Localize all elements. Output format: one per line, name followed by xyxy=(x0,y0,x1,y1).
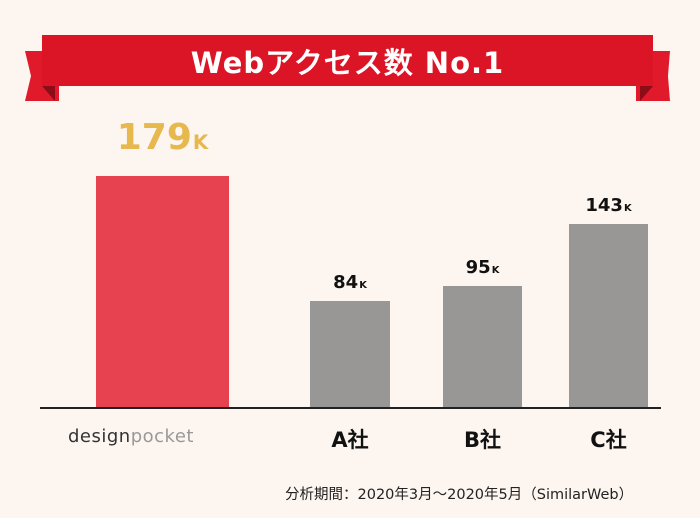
bar-b xyxy=(443,286,522,408)
category-label-a: A社 xyxy=(331,428,369,452)
category-label-b: B社 xyxy=(463,428,501,452)
bar-value-b: 95K xyxy=(465,257,500,278)
bar-value-designpocket: 179K xyxy=(116,117,209,158)
chart-title: Webアクセス数 No.1 xyxy=(190,45,505,80)
bar-value-a: 84K xyxy=(333,272,367,293)
x-axis-baseline xyxy=(40,407,661,409)
bar-designpocket xyxy=(96,176,229,408)
category-label-c: C社 xyxy=(590,428,627,452)
bar-value-c: 143K xyxy=(585,195,632,216)
designpocket-logo: designpocket xyxy=(68,426,194,447)
bar-a xyxy=(310,301,390,408)
bar-c xyxy=(569,224,648,408)
analysis-period-note: 分析期間：2020年3月〜2020年5月（SimilarWeb） xyxy=(285,487,634,503)
title-ribbon: Webアクセス数 No.1 xyxy=(42,35,653,86)
